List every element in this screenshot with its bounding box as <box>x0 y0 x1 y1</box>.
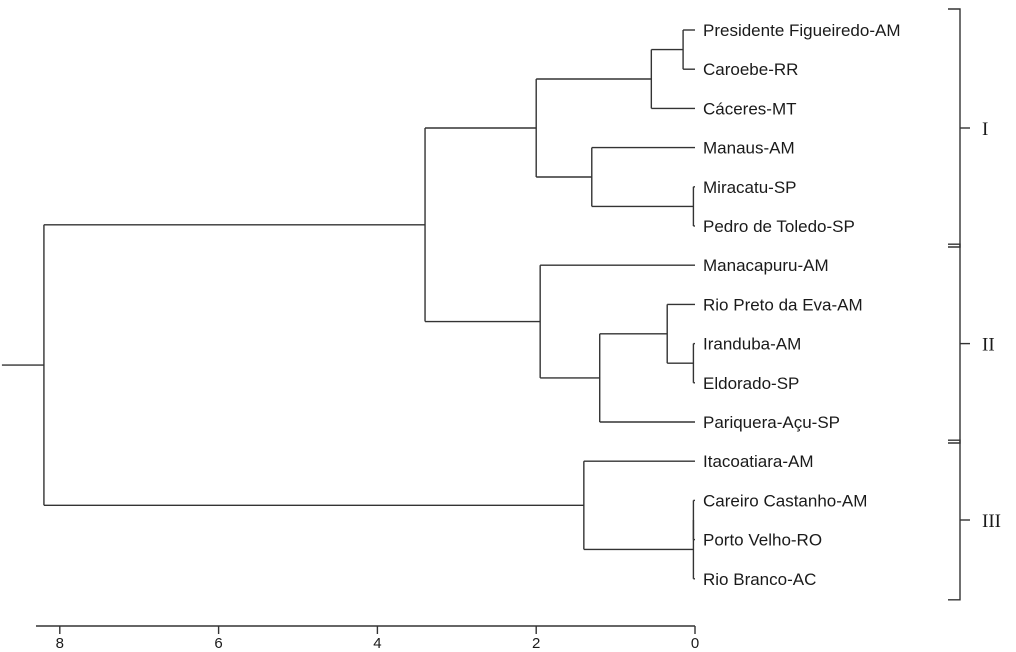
leaf-label: Cáceres-MT <box>703 99 797 118</box>
axis-tick-label: 2 <box>532 635 540 652</box>
axis-tick-label: 6 <box>214 635 222 652</box>
leaf-label: Miracatu-SP <box>703 178 797 197</box>
axis-tick-label: 4 <box>373 635 381 652</box>
branches-group <box>1 29 695 580</box>
axis-tick-label: 8 <box>56 635 64 652</box>
leaf-labels-group: Presidente Figueiredo-AM Caroebe-RR Cácere… <box>703 21 900 589</box>
leaf-label: Presidente Figueiredo-AM <box>703 21 900 40</box>
leaf-label: Pariquera-Açu-SP <box>703 413 840 432</box>
group-label: II <box>982 335 995 356</box>
leaf-label: Iranduba-AM <box>703 335 801 354</box>
group-label: III <box>982 511 1001 532</box>
leaf-label: Careiro Castanho-AM <box>703 491 867 510</box>
group-bracket <box>948 8 961 248</box>
x-axis: 8 6 4 2 0 <box>35 625 699 652</box>
leaf-label: Manaus-AM <box>703 139 795 158</box>
leaf-label: Pedro de Toledo-SP <box>703 217 855 236</box>
group-label: I <box>982 119 988 140</box>
axis-tick-label: 0 <box>691 635 699 652</box>
leaf-label: Caroebe-RR <box>703 60 798 79</box>
leaf-label: Eldorado-SP <box>703 374 799 393</box>
leaf-label: Porto Velho-RO <box>703 531 822 550</box>
leaf-label: Itacoatiara-AM <box>703 452 814 471</box>
leaf-label: Manacapuru-AM <box>703 256 829 275</box>
leaf-label: Rio Preto da Eva-AM <box>703 295 863 314</box>
leaf-label: Rio Branco-AC <box>703 570 816 589</box>
group-bracket <box>948 439 961 601</box>
group-bracket <box>948 243 961 444</box>
